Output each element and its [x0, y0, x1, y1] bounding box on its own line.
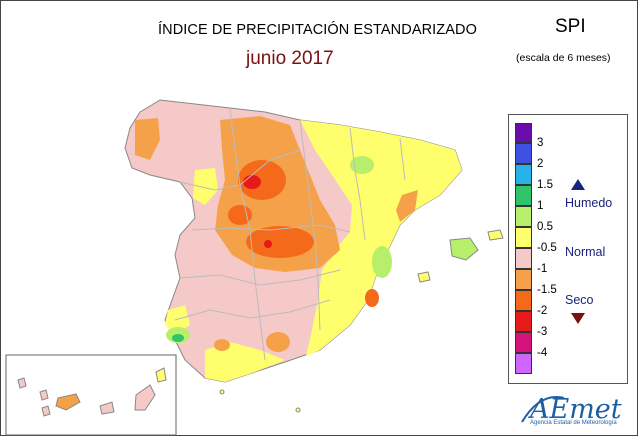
legend-swatch-purple	[515, 123, 532, 143]
legend-tick: -2	[537, 305, 548, 317]
legend-swatch-magenta	[515, 332, 532, 353]
aemet-logo: AEmet	[521, 394, 622, 425]
legend-swatch-darkorange	[515, 290, 532, 311]
map-subtitle: junio 2017	[246, 48, 334, 69]
legend-tick: -1.5	[537, 284, 557, 296]
category-normal: Normal	[565, 245, 606, 259]
legend-tick: -0.5	[537, 242, 557, 254]
legend-swatch-green	[515, 185, 532, 206]
ceuta	[219, 389, 225, 395]
south-yellow-region	[205, 342, 285, 382]
madrid-red-core	[264, 240, 272, 248]
index-label: SPI	[555, 16, 586, 37]
legend: 3 2 1.5 1 0.5 -0.5 -1 -1.5 -2 -3 -4 Hume…	[508, 114, 628, 384]
catalonia-orange-region	[396, 190, 418, 222]
legend-tick: 1.5	[537, 179, 553, 191]
green-spot-levante	[372, 246, 392, 278]
logo-wordmark: AEmet	[527, 394, 622, 425]
burgos-dark-orange	[238, 160, 286, 200]
southwest-orange-spot	[214, 339, 230, 351]
legend-tick: -3	[537, 326, 548, 338]
melilla	[295, 407, 301, 413]
canary-inset-box	[5, 354, 177, 436]
legend-swatch-blue	[515, 143, 532, 164]
wet-arrow-icon	[571, 179, 585, 190]
west-yellow-region	[165, 305, 190, 335]
legend-tick: 1	[537, 200, 544, 212]
category-dry: Seco	[565, 293, 594, 307]
legend-swatch-pink	[515, 248, 532, 269]
province-borders	[174, 107, 406, 361]
galicia-yellow-region	[193, 168, 218, 205]
logo-subtitle: Agencia Estatal de Meteorología	[530, 420, 617, 426]
dry-arrow-icon	[571, 313, 585, 324]
legend-swatch-lightgreen	[515, 206, 532, 227]
legend-tick: 2	[537, 158, 544, 170]
legend-swatch-violet	[515, 353, 532, 374]
huelva-green-core	[172, 334, 184, 342]
south-orange-spot	[266, 332, 290, 352]
burgos-red-core	[243, 175, 261, 189]
madrid-dark-orange	[246, 226, 314, 258]
menorca-island	[487, 229, 504, 241]
map-title: ÍNDICE DE PRECIPITACIÓN ESTANDARIZADO	[158, 22, 477, 38]
murcia-dark-orange	[365, 289, 379, 307]
legend-swatch-cyan	[515, 164, 532, 185]
legend-tick: 0.5	[537, 221, 553, 233]
green-spot-northeast	[350, 156, 374, 174]
canary-islands	[17, 367, 167, 417]
ibiza-island	[417, 271, 431, 283]
east-yellow-region	[300, 120, 462, 356]
legend-tick: -1	[537, 263, 548, 275]
legend-tick: 3	[537, 137, 544, 149]
legend-swatch-red	[515, 311, 532, 332]
legend-swatch-orange	[515, 269, 532, 290]
northwest-orange-region	[135, 118, 160, 160]
scale-label: (escala de 6 meses)	[516, 52, 611, 64]
category-wet: Humedo	[565, 196, 613, 210]
mallorca-island	[449, 237, 479, 261]
legend-swatch-yellow	[515, 227, 532, 248]
legend-tick: -4	[537, 347, 548, 359]
